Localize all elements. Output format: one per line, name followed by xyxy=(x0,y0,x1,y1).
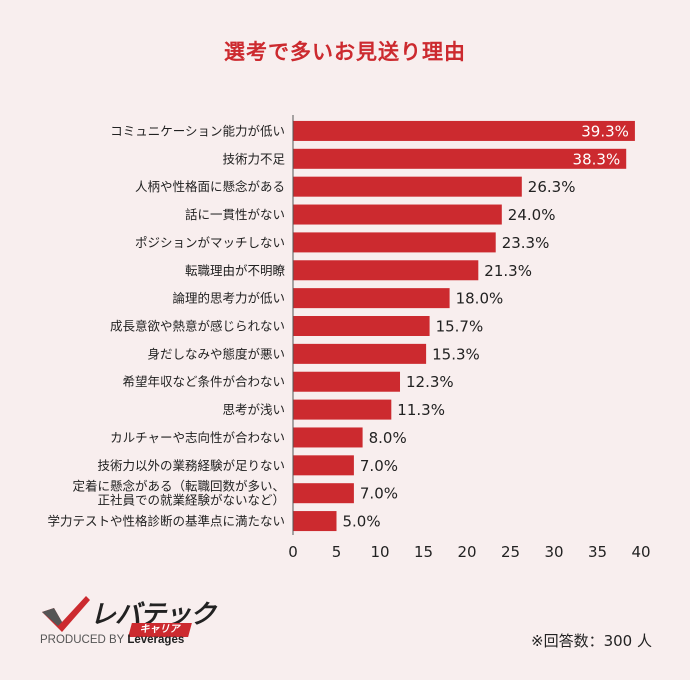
value-label: 11.3% xyxy=(397,401,445,419)
category-label: ポジションがマッチしない xyxy=(135,235,285,250)
value-label: 15.3% xyxy=(432,345,480,363)
x-tick-label: 25 xyxy=(501,543,520,561)
category-label: 定着に懸念がある（転職回数が多い、正社員での就業経験がないなど） xyxy=(72,479,285,508)
x-tick-label: 15 xyxy=(414,543,433,561)
bar xyxy=(293,427,363,448)
value-label: 5.0% xyxy=(343,513,381,531)
category-label: 身だしなみや態度が悪い xyxy=(147,346,285,361)
chart-title: 選考で多いお見送り理由 xyxy=(224,40,466,64)
category-label: カルチャーや志向性が合わない xyxy=(110,430,285,445)
category-label: 思考が浅い xyxy=(222,402,285,417)
bar xyxy=(293,316,430,336)
x-tick-label: 30 xyxy=(544,543,563,561)
bar xyxy=(293,260,479,281)
bar xyxy=(293,399,392,420)
category-label: コミュニケーション能力が低い xyxy=(110,123,285,138)
value-label: 38.3% xyxy=(573,150,621,168)
value-label: 21.3% xyxy=(484,262,532,280)
value-label: 7.0% xyxy=(360,485,398,503)
logo-check-icon xyxy=(42,596,90,632)
x-tick-label: 0 xyxy=(288,543,298,561)
bar xyxy=(293,511,337,532)
value-label: 23.3% xyxy=(502,234,550,252)
category-label: 話に一貫性がない xyxy=(185,207,285,222)
value-label: 7.0% xyxy=(360,457,398,475)
produced-brand: Leverages xyxy=(127,634,185,646)
logo-produced-by: PRODUCED BY Leverages xyxy=(40,634,184,646)
value-label: 8.0% xyxy=(369,429,407,447)
produced-prefix: PRODUCED BY xyxy=(40,634,125,646)
category-label: 技術力不足 xyxy=(222,151,285,166)
bar xyxy=(293,371,401,392)
bar xyxy=(293,343,427,364)
category-label: 成長意欲や熱意が感じられない xyxy=(110,319,285,334)
category-label: 論理的思考力が低い xyxy=(172,291,285,306)
category-label: 転職理由が不明瞭 xyxy=(185,263,286,278)
bar xyxy=(293,204,502,225)
category-label: 技術力以外の業務経験が足りない xyxy=(97,458,285,473)
category-label: 人柄や性格面に懸念がある xyxy=(135,179,285,194)
value-label: 18.0% xyxy=(456,290,504,308)
value-label: 39.3% xyxy=(581,122,629,140)
bar xyxy=(293,288,450,309)
respondent-count-note: ※回答数：300 人 xyxy=(531,632,652,650)
bar-chart: コミュニケーション能力が低い 39.3% 技術力不足 38.3% 人柄や性格面に懸念があ… xyxy=(47,115,651,561)
x-tick-label: 20 xyxy=(457,543,476,561)
category-label: 希望年収など条件が合わない xyxy=(122,374,285,389)
bar xyxy=(293,148,627,169)
x-tick-label: 35 xyxy=(588,543,607,561)
value-label: 15.7% xyxy=(436,318,484,336)
value-label: 12.3% xyxy=(406,373,454,391)
leverages-logo: レバテック キャリア PRODUCED BY Leverages xyxy=(40,594,240,650)
x-tick-label: 10 xyxy=(370,543,389,561)
value-label: 24.0% xyxy=(508,206,556,224)
bar xyxy=(293,232,496,253)
category-label: 学力テストや性格診断の基準点に満たない xyxy=(47,514,285,529)
bar xyxy=(293,455,354,476)
x-tick-label: 40 xyxy=(631,543,650,561)
x-tick-label: 5 xyxy=(332,543,342,561)
bar xyxy=(293,483,354,504)
bar xyxy=(293,176,522,197)
bar xyxy=(293,120,635,141)
value-label: 26.3% xyxy=(528,178,576,196)
